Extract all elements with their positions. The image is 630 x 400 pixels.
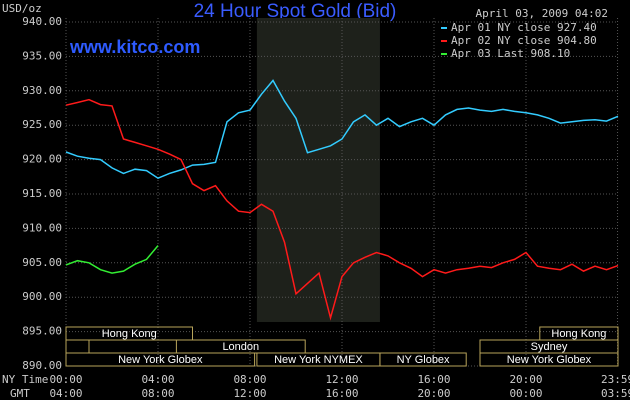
x-axis-label: NY Time — [2, 373, 48, 386]
y-tick-label: 935.00 — [22, 49, 62, 62]
x-tick-label: 00:00 — [49, 373, 82, 386]
series-line — [65, 245, 159, 274]
series-line — [65, 79, 619, 180]
session-box — [379, 352, 467, 367]
x-tick-label: 08:00 — [233, 373, 266, 386]
y-axis-label: USD/oz — [2, 2, 42, 15]
session-label: New York NYMEX — [274, 354, 363, 366]
session-box — [65, 326, 193, 341]
session-label: New York Globex — [507, 354, 592, 366]
session-label: Hong Kong — [102, 328, 157, 340]
session-box — [65, 352, 256, 367]
y-tick-label: 905.00 — [22, 256, 62, 269]
x2-axis-label: GMT — [10, 387, 30, 400]
chart-title: 24 Hour Spot Gold (Bid) — [194, 1, 397, 22]
x2-tick-label: 08:00 — [141, 387, 174, 400]
x2-tick-label: 00:00 — [509, 387, 542, 400]
session-label: NY Globex — [397, 354, 450, 366]
y-tick-label: 910.00 — [22, 221, 62, 234]
x-tick-label: 12:00 — [325, 373, 358, 386]
y-tick-label: 895.00 — [22, 325, 62, 338]
y-tick-label: 890.00 — [22, 359, 62, 372]
chart-subtitle: April 03, 2009 04:02 — [476, 7, 608, 20]
session-label: Hong Kong — [551, 328, 606, 340]
y-tick-label: 920.00 — [22, 153, 62, 166]
x2-tick-label: 12:00 — [233, 387, 266, 400]
y-tick-label: 915.00 — [22, 187, 62, 200]
legend-label: Apr 03 Last 908.10 — [451, 47, 570, 60]
y-tick-label: 940.00 — [22, 15, 62, 28]
x2-tick-label: 04:00 — [49, 387, 82, 400]
y-tick-label: 925.00 — [22, 118, 62, 131]
x2-tick-label: 16:00 — [325, 387, 358, 400]
y-tick-label: 930.00 — [22, 84, 62, 97]
x-tick-label: 20:00 — [509, 373, 542, 386]
y-tick-label: 900.00 — [22, 290, 62, 303]
x2-tick-label: 03:59 — [601, 387, 630, 400]
legend-label: Apr 02 NY close 904.80 — [451, 34, 597, 47]
legend-label: Apr 01 NY close 927.40 — [451, 21, 597, 34]
x2-tick-label: 20:00 — [417, 387, 450, 400]
x-tick-label: 04:00 — [141, 373, 174, 386]
session-label: London — [222, 341, 259, 353]
session-box — [479, 352, 619, 367]
series-line — [65, 98, 619, 321]
watermark: www.kitco.com — [69, 37, 200, 57]
shaded-region — [256, 18, 380, 322]
x-tick-label: 23:59 — [601, 373, 630, 386]
x-tick-label: 16:00 — [417, 373, 450, 386]
session-label: New York Globex — [118, 354, 203, 366]
session-label: Sydney — [531, 341, 568, 353]
